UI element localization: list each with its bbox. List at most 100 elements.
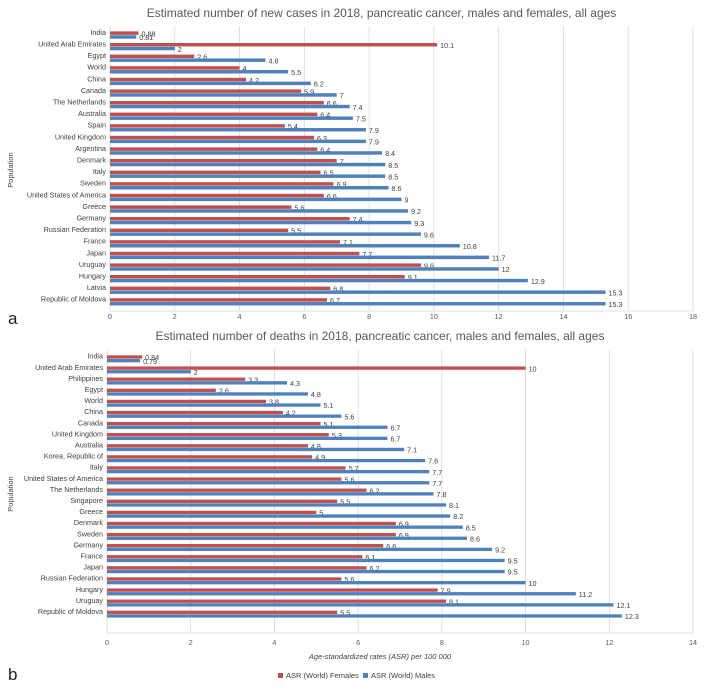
category-label: United Kingdom xyxy=(52,429,103,438)
male-bar xyxy=(110,46,175,51)
data-label: 6.2 xyxy=(370,564,380,573)
category-label: Canada xyxy=(78,418,103,427)
category-label: Singapore xyxy=(70,496,103,505)
female-bar xyxy=(107,377,246,381)
data-label: 7.1 xyxy=(343,238,353,247)
data-label: 5.3 xyxy=(332,431,342,440)
category-label: United Arab Emirates xyxy=(38,39,106,48)
category-label: Uruguay xyxy=(79,260,107,269)
legend-label-females: ASR (World) Females xyxy=(286,671,359,680)
data-label: 5.6 xyxy=(344,575,354,584)
data-label: 9.5 xyxy=(508,568,518,577)
data-label: 9.1 xyxy=(408,273,418,282)
female-bar xyxy=(107,355,143,359)
male-bar xyxy=(110,255,489,260)
legend-label-males: ASR (World) Males xyxy=(371,671,435,680)
category-label: The Netherlands xyxy=(50,485,104,494)
male-bar xyxy=(107,536,467,540)
female-bar xyxy=(110,240,340,244)
data-label: 8.2 xyxy=(453,512,463,521)
male-bar xyxy=(110,139,366,144)
data-label: 5.5 xyxy=(340,608,350,617)
male-bar xyxy=(107,370,191,374)
male-bar xyxy=(110,58,266,62)
category-label: India xyxy=(87,352,103,361)
data-label: 7.8 xyxy=(436,490,446,499)
female-bar xyxy=(107,510,317,515)
male-bar xyxy=(110,232,421,236)
female-bar xyxy=(110,31,139,35)
data-label: 4 xyxy=(243,64,247,73)
male-bar xyxy=(107,614,622,618)
category-label: China xyxy=(87,74,106,83)
data-label: 7.7 xyxy=(362,250,372,259)
category-label: Italy xyxy=(93,167,107,176)
category-label: Russian Federation xyxy=(41,574,103,583)
female-bar xyxy=(110,298,328,302)
data-label: 2.6 xyxy=(197,53,207,62)
female-bar xyxy=(110,147,318,151)
category-label: Spain xyxy=(88,121,106,130)
category-label: Hungary xyxy=(76,585,104,594)
female-bar xyxy=(110,66,240,70)
data-label: 0.84 xyxy=(145,353,159,362)
category-label: Sweden xyxy=(77,529,103,538)
male-bar xyxy=(110,209,408,213)
category-label: World xyxy=(87,63,106,72)
female-bar xyxy=(107,521,396,526)
male-bar xyxy=(110,151,383,155)
female-bar xyxy=(107,532,396,537)
data-label: 7.1 xyxy=(407,446,417,455)
data-label: 5.4 xyxy=(288,122,298,131)
female-bar xyxy=(107,433,329,437)
data-label: 4.9 xyxy=(315,453,325,462)
female-bar xyxy=(110,158,337,163)
female-bar xyxy=(107,455,313,459)
category-label: United Arab Emirates xyxy=(35,363,103,372)
male-bar xyxy=(110,174,386,178)
female-bar xyxy=(107,599,447,603)
category-label: Greece xyxy=(79,507,103,516)
x-tick-label: 10 xyxy=(430,312,438,321)
data-label: 9.6 xyxy=(424,261,434,270)
data-label: 5.6 xyxy=(344,475,354,484)
data-label: 5.6 xyxy=(294,203,304,212)
male-bar xyxy=(110,93,337,97)
x-tick-label: 6 xyxy=(302,312,306,321)
data-label: 5.5 xyxy=(291,68,301,77)
category-label: Australia xyxy=(75,440,103,449)
data-label: 6.3 xyxy=(317,134,327,143)
female-bar xyxy=(110,251,360,256)
male-bar xyxy=(107,569,505,574)
female-bar xyxy=(107,588,438,592)
data-label: 4.8 xyxy=(311,390,321,399)
male-bar xyxy=(107,458,426,463)
data-label: 9.3 xyxy=(414,219,424,228)
data-label: 6.6 xyxy=(327,192,337,201)
male-bar xyxy=(107,525,463,529)
data-label: 3.8 xyxy=(269,398,279,407)
female-bar xyxy=(107,577,342,581)
female-bar xyxy=(110,100,324,105)
category-label: India xyxy=(90,28,106,37)
panel-letter: a xyxy=(8,309,18,328)
x-tick-label: 8 xyxy=(440,638,444,647)
category-label: Japan xyxy=(83,563,103,572)
data-label: 5.9 xyxy=(304,87,314,96)
data-label: 8.4 xyxy=(385,149,395,158)
panel-letter: b xyxy=(8,665,17,684)
female-bar xyxy=(110,112,318,117)
female-bar xyxy=(107,544,384,548)
x-tick-label: 0 xyxy=(105,638,109,647)
y-axis-label: Population xyxy=(6,152,15,187)
female-bar xyxy=(110,263,421,267)
legend-swatch-males xyxy=(363,673,368,678)
x-tick-label: 18 xyxy=(689,312,697,321)
category-label: Japan xyxy=(86,248,106,257)
x-tick-label: 4 xyxy=(272,638,276,647)
male-bar xyxy=(110,267,499,271)
data-label: 6.4 xyxy=(320,111,330,120)
category-label: France xyxy=(84,237,106,246)
category-label: Denmark xyxy=(74,518,104,527)
